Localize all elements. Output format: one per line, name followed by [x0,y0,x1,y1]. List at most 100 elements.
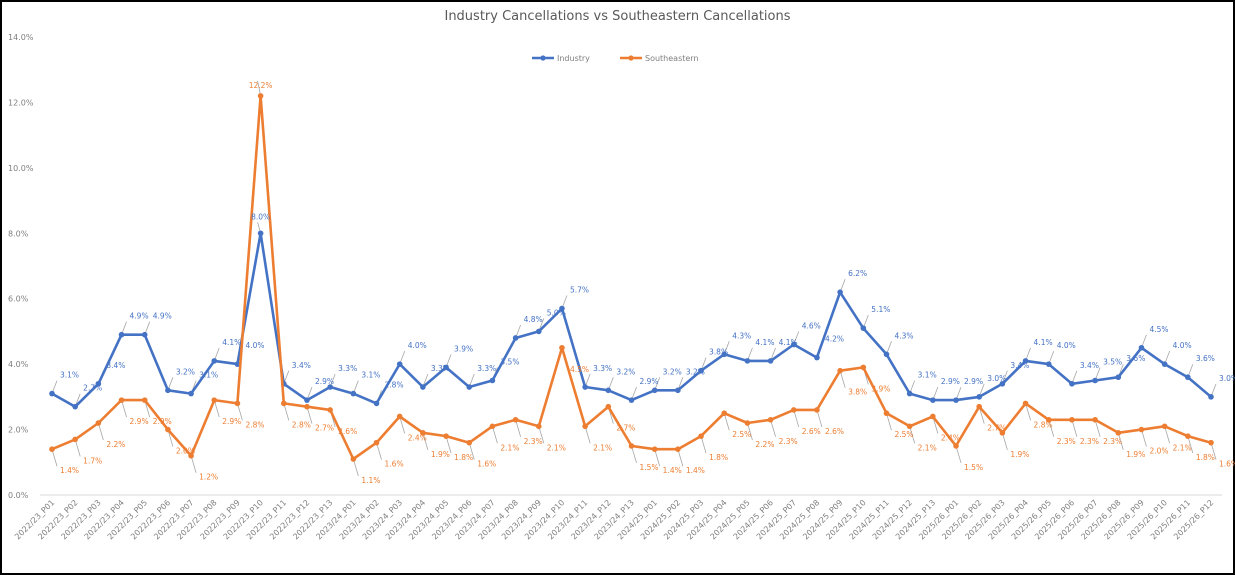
data-label-southeastern: 2.1% [1173,443,1192,452]
data-point-industry [1045,361,1052,367]
label-leader-line [376,442,382,460]
data-label-industry: 4.9% [130,312,149,321]
data-point-industry [1208,394,1214,400]
series-group [49,93,1214,462]
data-label-southeastern: 2.9% [222,417,241,426]
data-label-southeastern: 2.8% [292,420,311,429]
data-point-industry [605,387,612,394]
legend-label-industry: Industry [557,54,590,63]
data-label-industry: 3.6% [1126,354,1145,363]
data-point-southeastern [1185,433,1191,439]
data-label-industry: 4.8% [524,315,543,324]
label-leader-line [677,449,684,467]
data-label-industry: 3.5% [1103,358,1122,367]
data-label-southeastern: 1.5% [640,463,659,472]
data-point-industry [188,390,194,397]
data-point-southeastern [767,416,774,423]
data-label-southeastern: 2.0% [176,447,195,456]
y-axis: 0.0% 2.0% 4.0% 6.0% 8.0% 10.0% 12.0% 14.0% [8,33,34,500]
data-point-southeastern [721,410,728,417]
data-label-industry: 2.7% [83,384,102,393]
data-point-industry [512,335,519,341]
label-leader-line [74,439,81,457]
data-point-southeastern [396,413,403,420]
label-leader-line [839,370,846,388]
label-leader-line [1141,429,1147,447]
data-label-southeastern: 2.1% [500,443,519,452]
data-label-southeastern: 2.8% [245,420,264,429]
data-label-southeastern: 2.9% [130,417,149,426]
legend: Industry Southeastern [532,54,699,63]
data-point-industry [582,384,588,390]
data-label-industry: 4.0% [1057,341,1076,350]
data-label-southeastern: 2.3% [779,437,798,446]
label-leader-line [237,403,243,421]
data-label-industry: 4.1% [1034,338,1053,347]
data-point-southeastern [837,367,843,374]
label-leader-lines [51,80,1217,477]
data-label-southeastern: 2.7% [616,424,635,433]
label-leader-line [538,426,545,444]
data-point-industry [1185,374,1191,381]
data-label-industry: 3.3% [593,364,612,373]
data-point-southeastern [628,443,635,449]
data-point-southeastern [1115,430,1122,436]
data-label-southeastern: 3.8% [848,388,867,397]
data-point-southeastern [350,456,357,462]
data-label-southeastern: 2.3% [1103,437,1122,446]
data-label-industry: 4.1% [755,338,774,347]
label-leader-line [1210,442,1217,460]
data-label-industry: 4.9% [153,312,172,321]
data-label-industry: 2.9% [964,377,983,386]
data-label-southeastern: 1.9% [1126,450,1145,459]
data-point-industry [327,384,333,390]
data-point-southeastern [535,423,542,430]
data-label-industry: 4.0% [408,341,427,350]
data-label-southeastern: 2.7% [315,424,334,433]
data-point-industry [930,397,936,403]
data-point-industry [837,289,843,295]
data-point-southeastern [49,446,55,453]
data-point-southeastern [165,426,171,433]
data-label-southeastern: 1.8% [709,453,728,462]
data-point-southeastern [304,403,310,410]
x-axis: 2022/23_P012022/23_P022022/23_P032022/23… [13,498,1215,541]
data-label-southeastern: 1.8% [454,453,473,462]
data-point-southeastern [930,413,936,420]
data-point-southeastern [188,452,194,459]
label-leader-line [770,419,776,437]
y-tick-label: 0.0% [8,491,29,500]
label-leader-line [213,400,220,418]
data-label-southeastern: 3.9% [871,384,890,393]
data-label-southeastern: 2.5% [732,430,751,439]
data-point-industry [350,390,357,397]
data-label-industry: 3.4% [1010,361,1029,370]
data-point-southeastern [257,93,264,99]
label-leader-line [399,416,406,434]
data-point-southeastern [860,364,867,371]
data-point-southeastern [1045,416,1052,423]
data-label-southeastern: 2.3% [1080,437,1099,446]
data-point-southeastern [489,423,496,430]
data-label-southeastern: 1.9% [431,450,450,459]
data-label-southeastern: 2.7% [987,424,1006,433]
data-label-industry: 3.4% [1080,361,1099,370]
data-point-southeastern [281,400,287,407]
data-label-southeastern: 2.5% [894,430,913,439]
data-point-southeastern [466,439,473,446]
label-leader-line [747,422,753,441]
data-point-industry [628,397,635,403]
data-label-industry: 3.2% [686,367,705,376]
data-label-southeastern: 2.2% [106,440,125,449]
data-label-industry: 2.9% [941,377,960,386]
data-point-southeastern [1092,416,1098,423]
data-label-industry: 3.0% [1219,374,1235,383]
data-label-southeastern: 1.6% [385,460,404,469]
data-point-southeastern [906,423,913,430]
data-point-industry [953,397,959,403]
data-point-industry [790,341,797,348]
data-label-industry: 4.6% [802,322,821,331]
data-point-industry [814,354,820,361]
data-label-southeastern: 1.4% [686,466,705,475]
data-label-industry: 4.0% [1173,341,1192,350]
